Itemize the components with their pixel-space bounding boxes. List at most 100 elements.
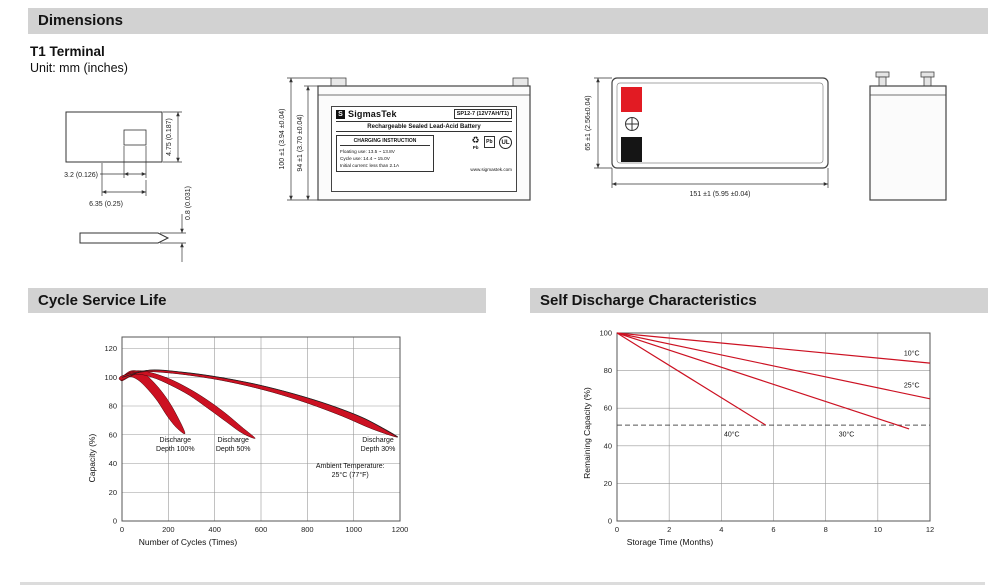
y-tick-label: 0 xyxy=(113,517,117,526)
chart-annotation: Discharge xyxy=(160,437,192,444)
self-discharge-chart: 10°C 25°C 30°C 40°C 0 2 4 6 8 10 12 0 20 40 60 80 100 Sto… xyxy=(582,329,934,548)
end-terminal-post xyxy=(878,76,887,87)
battery-end-view xyxy=(869,71,947,201)
front-view-dimensions: 100 ±1 (3.94 ±0.04) 94 ±1 (3.70 ±0.04) xyxy=(279,77,331,201)
battery-top-view: 151 ±1 (5.95 ±0.04) 65 ±1 (2.56±0.04) xyxy=(585,77,829,198)
pb-recycle-label: Pb xyxy=(472,145,479,150)
series-label: 25°C xyxy=(904,382,920,390)
dim-terminal-slot-width: 3.2 (0.126) xyxy=(64,172,98,179)
label-icons-row: ♻ Pb Pb UL xyxy=(472,136,512,150)
charging-line-cycle: Cycle use: 14.4 ~ 15.0V xyxy=(340,155,390,161)
terminal-type-title: T1 Terminal xyxy=(30,44,105,59)
series-label: 40°C xyxy=(724,430,740,438)
chart-annotation: Ambient Temperature: xyxy=(316,463,385,470)
y-tick-label: 120 xyxy=(104,344,117,353)
dim-front-height-case: 94 ±1 (3.70 ±0.04) xyxy=(297,114,304,171)
section-header-self-discharge: Self Discharge Characteristics xyxy=(530,288,988,313)
x-tick-label: 4 xyxy=(719,525,723,534)
charging-instruction-title: CHARGING INSTRUCTION xyxy=(340,138,430,146)
x-tick-label: 1200 xyxy=(392,525,409,534)
y-tick-label: 100 xyxy=(104,373,117,382)
plot-border xyxy=(616,332,931,522)
pb-bin-icon: Pb xyxy=(483,136,495,148)
top-view-outline xyxy=(611,77,829,169)
page-bottom-rule xyxy=(20,582,985,585)
label-body: CHARGING INSTRUCTION Floating use: 13.5 … xyxy=(336,135,512,173)
x-tick-label: 800 xyxy=(301,525,314,534)
x-tick-label: 10 xyxy=(874,525,882,534)
y-tick-label: 40 xyxy=(604,441,612,450)
dim-terminal-height: 4.75 (0.187) xyxy=(166,118,173,156)
y-axis-label: Remaining Capacity (%) xyxy=(582,387,592,479)
y-tick-label: 60 xyxy=(109,430,117,439)
unit-note: Unit: mm (inches) xyxy=(30,61,128,75)
x-tick-label: 200 xyxy=(162,525,175,534)
charging-line-initial: Initial current: less than 2.1A xyxy=(340,163,400,169)
cycle-service-life-chart: 0 200 400 600 800 1000 1200 0 20 40 60 80 100 120 Disc… xyxy=(87,336,409,547)
discharge-band xyxy=(120,370,186,435)
terminal-slot xyxy=(123,129,147,146)
x-tick-label: 2 xyxy=(667,525,671,534)
x-tick-label: 0 xyxy=(120,525,124,534)
charging-instruction-box: CHARGING INSTRUCTION Floating use: 13.5 … xyxy=(336,135,434,173)
end-case xyxy=(869,85,947,201)
section-header-cycle-service-life: Cycle Service Life xyxy=(28,288,486,313)
chart-annotation: Discharge xyxy=(217,437,249,444)
recycle-icon: ♻ xyxy=(471,135,480,145)
sigmastek-logo-icon: S xyxy=(336,109,345,119)
website-text: www.sigmastek.com xyxy=(470,167,512,173)
chart-annotation: 25°C (77°F) xyxy=(332,471,369,479)
pb-recycle-group: ♻ Pb xyxy=(471,135,480,151)
series-line xyxy=(616,332,767,426)
y-tick-label: 80 xyxy=(109,402,117,411)
x-axis-label: Number of Cycles (Times) xyxy=(139,537,238,547)
terminal-profile-outline xyxy=(65,111,163,163)
dim-top-width: 65 ±1 (2.56±0.04) xyxy=(585,95,592,150)
y-tick-label: 80 xyxy=(604,366,612,375)
chart-annotation: Depth 100% xyxy=(156,446,195,453)
chart-annotation: Depth 50% xyxy=(216,446,251,453)
x-axis-label: Storage Time (Months) xyxy=(627,537,714,547)
series-line xyxy=(616,332,910,430)
series-line xyxy=(616,332,931,364)
dim-top-length: 151 ±1 (5.95 ±0.04) xyxy=(689,191,750,198)
x-tick-label: 0 xyxy=(615,525,619,534)
brand-name: SigmasTek xyxy=(348,109,397,119)
dim-front-height-overall: 100 ±1 (3.94 ±0.04) xyxy=(279,108,286,169)
front-terminal-right xyxy=(512,77,529,87)
label-right-column: ♻ Pb Pb UL www.sigmastek.com xyxy=(439,135,512,172)
chart-annotation: Discharge xyxy=(362,437,394,444)
y-tick-label: 60 xyxy=(604,404,612,413)
x-tick-label: 1000 xyxy=(345,525,362,534)
end-terminal-cap xyxy=(920,71,935,78)
t1-terminal-drawing: 4.75 (0.187) 3.2 (0.126) 6.35 (0.25) 0.8… xyxy=(64,111,192,262)
series-line xyxy=(121,369,398,438)
front-terminal-left xyxy=(330,77,347,87)
y-tick-label: 20 xyxy=(109,488,117,497)
x-tick-label: 8 xyxy=(824,525,828,534)
y-tick-label: 0 xyxy=(608,517,612,526)
chart-annotation: Depth 30% xyxy=(361,446,396,453)
series-line xyxy=(616,332,931,400)
end-terminal-post xyxy=(923,76,932,87)
end-terminal-cap xyxy=(875,71,890,78)
section-header-dimensions: Dimensions xyxy=(28,8,988,34)
model-number: SP12-7 (12V7AH/T1) xyxy=(453,109,512,119)
x-tick-label: 600 xyxy=(255,525,268,534)
positive-terminal-marker xyxy=(621,87,642,112)
series-label: 10°C xyxy=(904,350,920,358)
x-tick-label: 6 xyxy=(771,525,775,534)
battery-type-line: Rechargeable Sealed Lead-Acid Battery xyxy=(336,121,512,132)
negative-terminal-marker xyxy=(621,137,642,162)
battery-label: S SigmasTek SP12-7 (12V7AH/T1) Rechargea… xyxy=(331,106,517,192)
y-tick-label: 20 xyxy=(604,479,612,488)
top-view-inner-line xyxy=(616,82,824,164)
y-tick-label: 100 xyxy=(599,329,612,338)
label-brand-row: S SigmasTek SP12-7 (12V7AH/T1) xyxy=(336,109,512,119)
discharge-band xyxy=(120,370,256,439)
y-tick-label: 40 xyxy=(109,459,117,468)
series-label: 30°C xyxy=(839,430,855,438)
polarity-plus-icon xyxy=(625,117,639,131)
y-axis-label: Capacity (%) xyxy=(87,434,97,483)
x-tick-label: 12 xyxy=(926,525,934,534)
